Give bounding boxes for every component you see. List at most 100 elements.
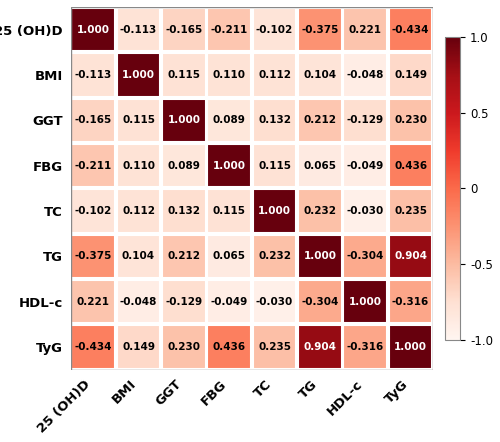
- Bar: [389, 144, 432, 187]
- Text: 1.000: 1.000: [349, 297, 382, 307]
- Text: -0.102: -0.102: [256, 25, 293, 34]
- Bar: [208, 144, 251, 187]
- Text: -0.048: -0.048: [120, 297, 157, 307]
- Text: 0.149: 0.149: [394, 70, 427, 80]
- Text: 0.065: 0.065: [212, 251, 246, 261]
- Bar: [117, 99, 160, 142]
- Text: 0.110: 0.110: [212, 70, 246, 80]
- Text: 0.132: 0.132: [258, 115, 291, 125]
- Bar: [344, 189, 387, 233]
- Bar: [298, 280, 342, 324]
- Text: 0.112: 0.112: [122, 206, 155, 216]
- Text: 0.132: 0.132: [168, 206, 200, 216]
- Text: 0.232: 0.232: [304, 206, 336, 216]
- Text: 0.235: 0.235: [394, 206, 427, 216]
- Text: -0.165: -0.165: [74, 115, 112, 125]
- Bar: [389, 8, 432, 51]
- Bar: [389, 235, 432, 278]
- Text: 0.436: 0.436: [212, 342, 246, 352]
- Text: 0.115: 0.115: [258, 160, 291, 171]
- Bar: [344, 8, 387, 51]
- Text: 0.115: 0.115: [168, 70, 200, 80]
- Bar: [298, 53, 342, 97]
- Text: -0.049: -0.049: [346, 160, 384, 171]
- Text: 0.115: 0.115: [122, 115, 155, 125]
- Text: -0.434: -0.434: [392, 25, 430, 34]
- Text: 1.000: 1.000: [168, 115, 200, 125]
- Text: 1.000: 1.000: [76, 25, 110, 34]
- Text: 0.104: 0.104: [122, 251, 155, 261]
- Bar: [117, 325, 160, 369]
- Text: 0.904: 0.904: [304, 342, 336, 352]
- Bar: [162, 325, 206, 369]
- Bar: [253, 53, 296, 97]
- Bar: [72, 325, 115, 369]
- Bar: [162, 99, 206, 142]
- Bar: [162, 8, 206, 51]
- Bar: [253, 144, 296, 187]
- Text: 0.149: 0.149: [122, 342, 155, 352]
- Text: 0.104: 0.104: [304, 70, 336, 80]
- Text: 0.212: 0.212: [168, 251, 200, 261]
- Text: -0.030: -0.030: [256, 297, 293, 307]
- Text: 0.212: 0.212: [304, 115, 336, 125]
- Text: 1.000: 1.000: [258, 206, 291, 216]
- Bar: [298, 99, 342, 142]
- Bar: [344, 99, 387, 142]
- Bar: [117, 53, 160, 97]
- Bar: [162, 144, 206, 187]
- Text: -0.129: -0.129: [166, 297, 202, 307]
- Text: -0.211: -0.211: [74, 160, 112, 171]
- Text: -0.049: -0.049: [210, 297, 248, 307]
- Text: 0.112: 0.112: [258, 70, 291, 80]
- Bar: [344, 144, 387, 187]
- Text: -0.434: -0.434: [74, 342, 112, 352]
- Bar: [208, 99, 251, 142]
- Text: -0.048: -0.048: [346, 70, 384, 80]
- Text: 1.000: 1.000: [304, 251, 336, 261]
- Bar: [117, 189, 160, 233]
- Text: 1.000: 1.000: [122, 70, 155, 80]
- Bar: [208, 280, 251, 324]
- Text: 0.232: 0.232: [258, 251, 291, 261]
- Text: -0.304: -0.304: [301, 297, 339, 307]
- Text: 0.221: 0.221: [76, 297, 110, 307]
- Bar: [117, 280, 160, 324]
- Text: 0.230: 0.230: [168, 342, 200, 352]
- Bar: [162, 280, 206, 324]
- Text: -0.113: -0.113: [120, 25, 157, 34]
- Bar: [162, 235, 206, 278]
- Bar: [253, 325, 296, 369]
- Text: -0.102: -0.102: [74, 206, 112, 216]
- Bar: [253, 99, 296, 142]
- Bar: [208, 53, 251, 97]
- Bar: [344, 280, 387, 324]
- Text: 0.436: 0.436: [394, 160, 427, 171]
- Text: -0.316: -0.316: [346, 342, 384, 352]
- Bar: [253, 8, 296, 51]
- Bar: [389, 189, 432, 233]
- Bar: [253, 235, 296, 278]
- Text: -0.304: -0.304: [346, 251, 384, 261]
- Bar: [389, 99, 432, 142]
- Text: -0.030: -0.030: [346, 206, 384, 216]
- Text: -0.316: -0.316: [392, 297, 429, 307]
- Bar: [72, 8, 115, 51]
- Bar: [344, 53, 387, 97]
- Text: -0.129: -0.129: [346, 115, 384, 125]
- Text: -0.165: -0.165: [166, 25, 202, 34]
- Text: -0.211: -0.211: [210, 25, 248, 34]
- Bar: [72, 144, 115, 187]
- Text: -0.375: -0.375: [74, 251, 112, 261]
- Bar: [344, 235, 387, 278]
- Bar: [162, 53, 206, 97]
- Text: 0.115: 0.115: [212, 206, 246, 216]
- Text: -0.375: -0.375: [301, 25, 339, 34]
- Bar: [298, 8, 342, 51]
- Bar: [72, 235, 115, 278]
- Bar: [117, 235, 160, 278]
- Bar: [298, 189, 342, 233]
- Bar: [117, 8, 160, 51]
- Text: 0.089: 0.089: [213, 115, 246, 125]
- Text: 0.904: 0.904: [394, 251, 427, 261]
